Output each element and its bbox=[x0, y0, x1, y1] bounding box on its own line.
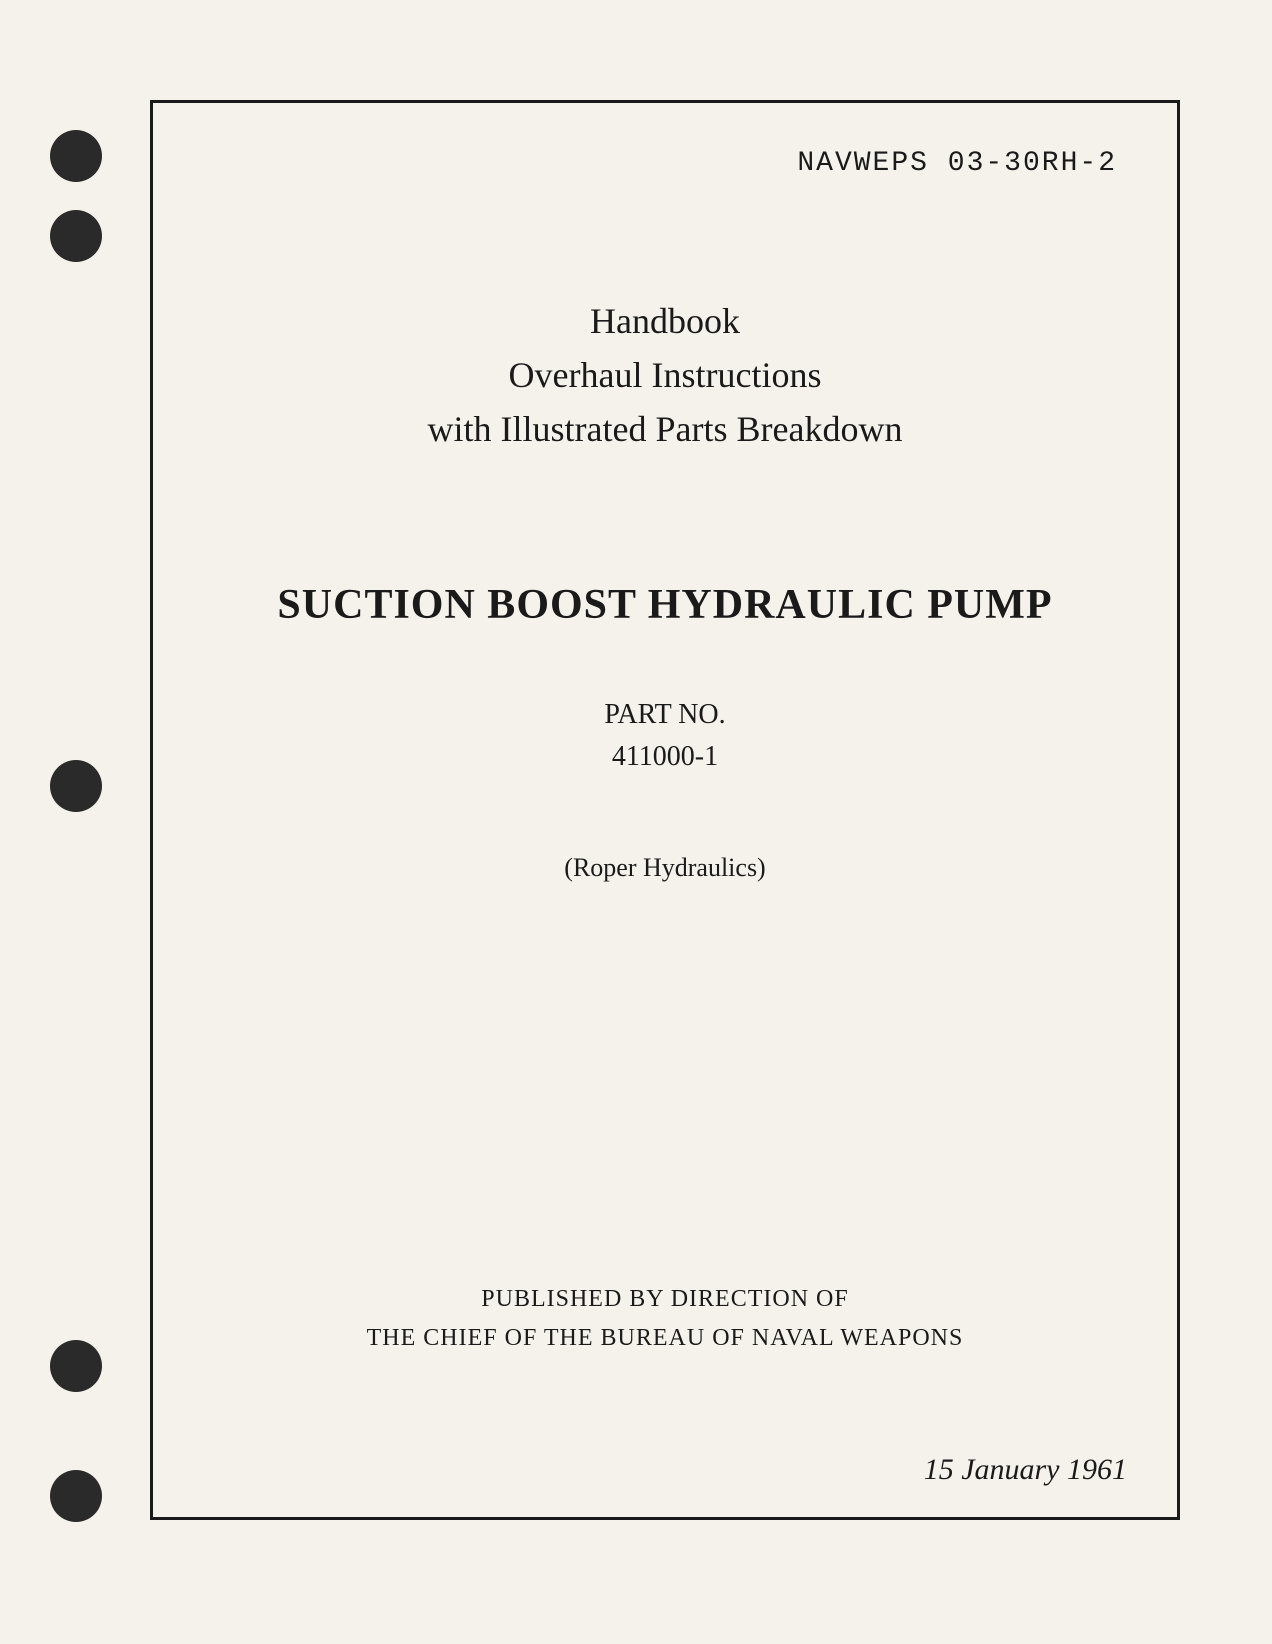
punch-hole bbox=[50, 210, 102, 262]
document-number: NAVWEPS 03-30RH-2 bbox=[203, 148, 1117, 179]
publisher-section: PUBLISHED BY DIRECTION OF THE CHIEF OF T… bbox=[153, 1280, 1177, 1357]
punch-hole bbox=[50, 130, 102, 182]
publisher-line-1: PUBLISHED BY DIRECTION OF bbox=[153, 1280, 1177, 1318]
handbook-line-1: Handbook bbox=[203, 294, 1127, 348]
publisher-line-2: THE CHIEF OF THE BUREAU OF NAVAL WEAPONS bbox=[153, 1319, 1177, 1357]
document-title: SUCTION BOOST HYDRAULIC PUMP bbox=[203, 581, 1127, 629]
part-label: PART NO. bbox=[203, 694, 1127, 736]
punch-hole bbox=[50, 1470, 102, 1522]
document-frame: NAVWEPS 03-30RH-2 Handbook Overhaul Inst… bbox=[150, 100, 1180, 1520]
part-section: PART NO. 411000-1 bbox=[203, 694, 1127, 778]
handbook-line-3: with Illustrated Parts Breakdown bbox=[203, 402, 1127, 456]
publication-date: 15 January 1961 bbox=[924, 1453, 1127, 1487]
handbook-line-2: Overhaul Instructions bbox=[203, 348, 1127, 402]
handbook-section: Handbook Overhaul Instructions with Illu… bbox=[203, 294, 1127, 456]
document-page: NAVWEPS 03-30RH-2 Handbook Overhaul Inst… bbox=[0, 0, 1272, 1644]
punch-hole bbox=[50, 1340, 102, 1392]
part-number: 411000-1 bbox=[203, 736, 1127, 778]
manufacturer: (Roper Hydraulics) bbox=[203, 853, 1127, 883]
punch-hole bbox=[50, 760, 102, 812]
